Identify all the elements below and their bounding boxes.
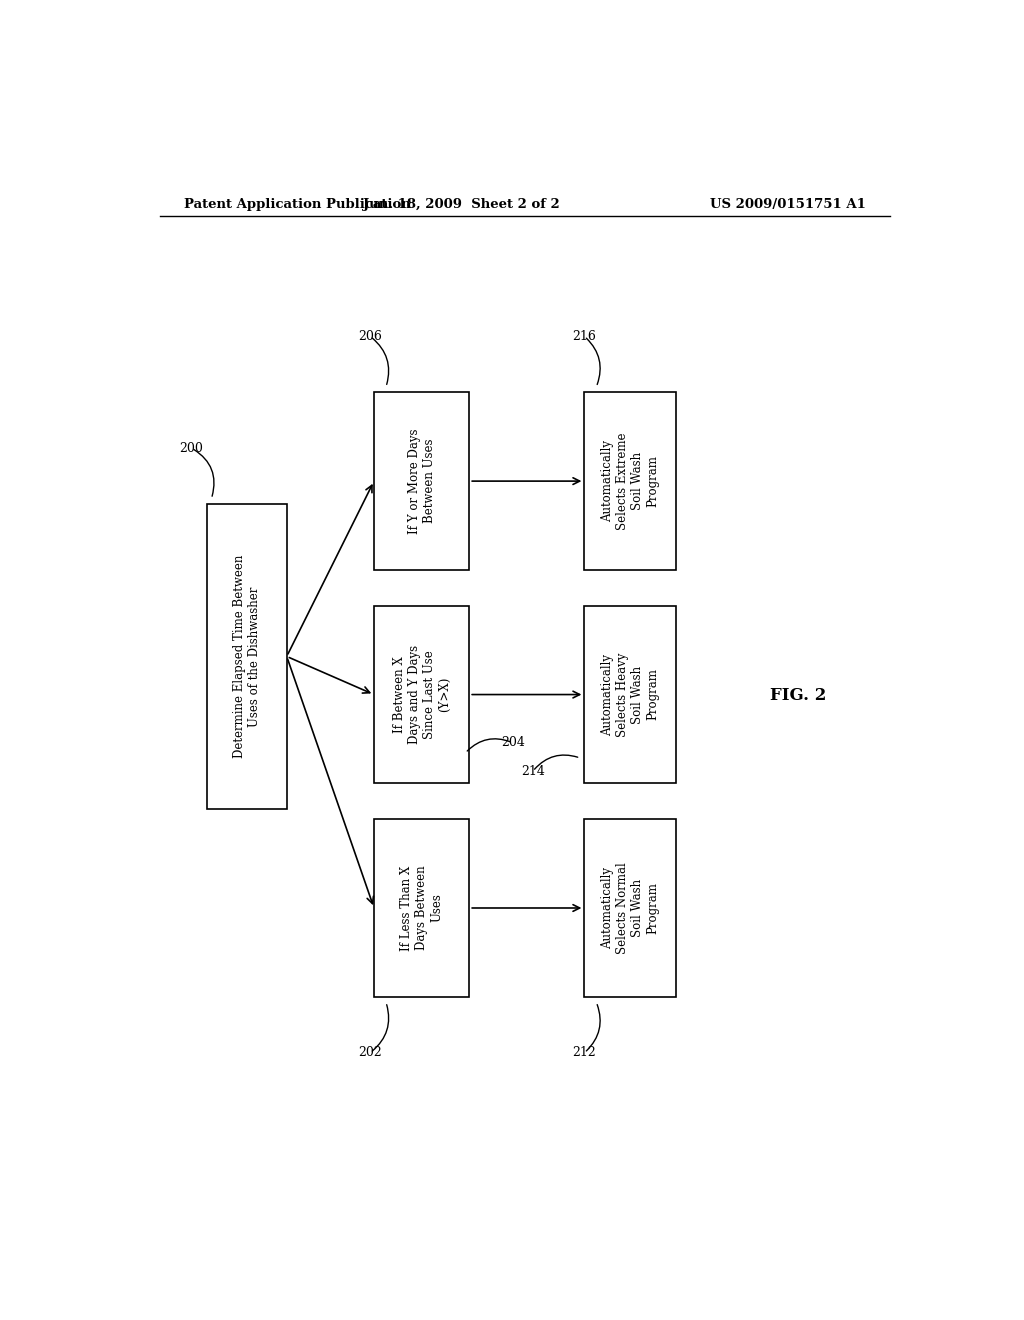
Text: Patent Application Publication: Patent Application Publication (183, 198, 411, 211)
Text: 204: 204 (501, 737, 525, 750)
Bar (585, 818, 676, 997)
Text: If Between X
Days and Y Days
Since Last Use
(Y>X): If Between X Days and Y Days Since Last … (392, 645, 451, 744)
Bar (207, 504, 287, 809)
Text: Jun. 18, 2009  Sheet 2 of 2: Jun. 18, 2009 Sheet 2 of 2 (362, 198, 560, 211)
Text: Automatically
Selects Normal
Soil Wash
Program: Automatically Selects Normal Soil Wash P… (601, 862, 659, 954)
Text: Automatically
Selects Extreme
Soil Wash
Program: Automatically Selects Extreme Soil Wash … (601, 433, 659, 529)
Text: 202: 202 (358, 1047, 382, 1060)
Text: If Y or More Days
Between Uses: If Y or More Days Between Uses (408, 429, 435, 533)
Text: 214: 214 (521, 764, 545, 777)
Text: 216: 216 (572, 330, 596, 343)
Text: FIG. 2: FIG. 2 (770, 686, 826, 704)
Text: If Less Than X
Days Between
Uses: If Less Than X Days Between Uses (400, 866, 443, 950)
Bar (374, 392, 469, 570)
Bar (585, 606, 676, 784)
Text: 200: 200 (179, 442, 204, 454)
Bar (374, 818, 469, 997)
Bar (374, 606, 469, 784)
Text: 206: 206 (358, 330, 382, 343)
Bar (585, 392, 676, 570)
Text: Automatically
Selects Heavy
Soil Wash
Program: Automatically Selects Heavy Soil Wash Pr… (601, 652, 659, 737)
Text: Determine Elapsed Time Between
Uses of the Dishwasher: Determine Elapsed Time Between Uses of t… (233, 554, 261, 758)
Text: US 2009/0151751 A1: US 2009/0151751 A1 (711, 198, 866, 211)
Text: 212: 212 (572, 1047, 596, 1060)
